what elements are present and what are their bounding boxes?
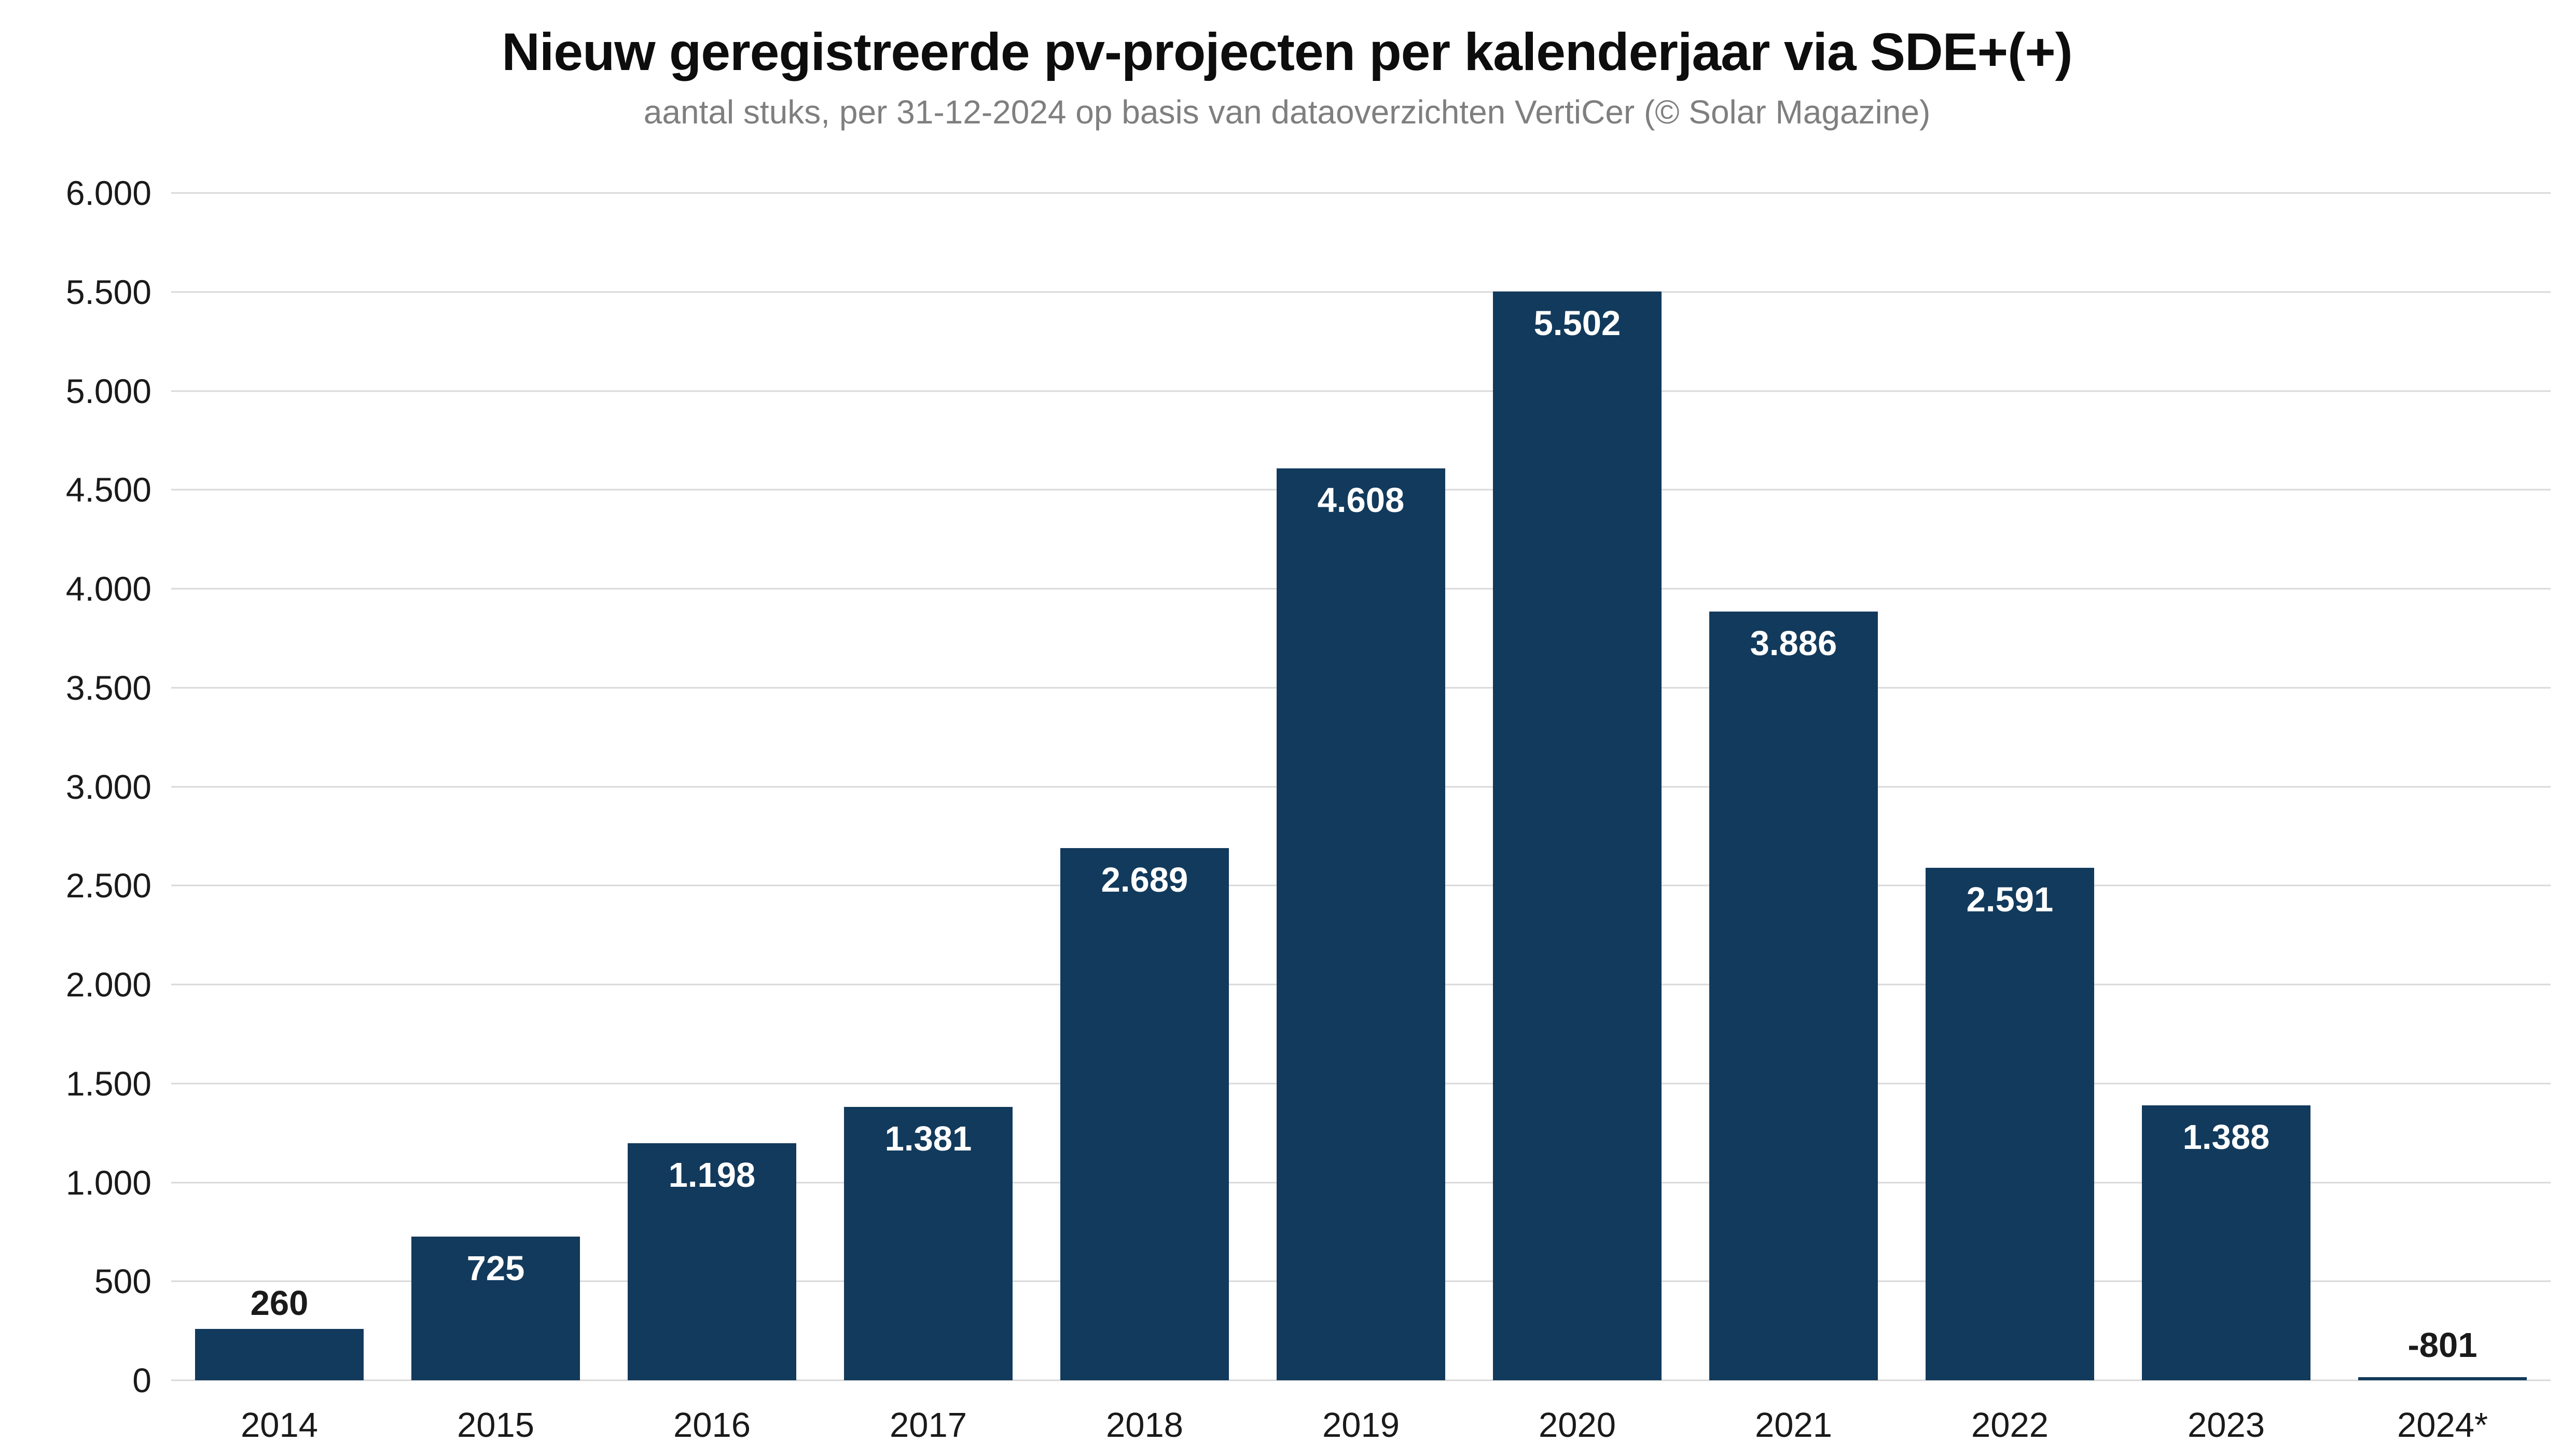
bar (195, 1328, 364, 1380)
bar-group: 260 2014 (171, 193, 388, 1445)
bar-value-label: -801 (2407, 1326, 2478, 1365)
bar-value-label: 2.689 (1101, 861, 1188, 900)
y-axis-tick-label: 1.000 (65, 1163, 151, 1202)
x-axis-tick-label: 2018 (1105, 1406, 1184, 1445)
gridline (171, 291, 2551, 293)
bar (411, 1237, 580, 1380)
y-axis-tick-label: 3.500 (65, 668, 151, 707)
x-axis-tick-label: 2024* (2397, 1406, 2488, 1445)
bar-group: 1.381 2017 (820, 193, 1036, 1445)
x-axis-tick-label: 2017 (889, 1406, 967, 1445)
bar-group: 1.388 2023 (2118, 193, 2334, 1445)
gridline (171, 1379, 2551, 1381)
y-axis-tick-label: 0 (132, 1361, 151, 1399)
y-axis-tick-label: 500 (94, 1262, 151, 1301)
y-axis-tick-label: 6.000 (65, 174, 151, 212)
bar (1709, 611, 1878, 1380)
bar-group: 5.502 2020 (1469, 193, 1685, 1445)
bar (1925, 867, 2095, 1380)
x-axis-tick-label: 2022 (1971, 1406, 2049, 1445)
y-axis-tick-label: 1.500 (65, 1064, 151, 1103)
gridline (171, 390, 2551, 392)
gridline (171, 192, 2551, 194)
bar-value-label: 2.591 (1966, 880, 2054, 919)
bar-value-label: 1.388 (2182, 1118, 2270, 1157)
bar-value-label: 260 (250, 1283, 309, 1323)
x-axis-tick-label: 2014 (240, 1406, 319, 1445)
chart-title: Nieuw geregistreerde pv-projecten per ka… (502, 22, 2073, 81)
bar (627, 1143, 797, 1380)
bar-group: 2.689 2018 (1036, 193, 1253, 1445)
x-axis-tick-label: 2016 (673, 1406, 751, 1445)
bar (1492, 292, 1662, 1380)
y-axis-tick-label: 5.000 (65, 371, 151, 410)
bar-group: 2.591 2022 (1902, 193, 2118, 1445)
bar-value-label: 1.198 (668, 1155, 756, 1195)
x-axis-tick-label: 2020 (1538, 1406, 1616, 1445)
bar (843, 1107, 1013, 1380)
y-axis-tick-label: 4.000 (65, 570, 151, 608)
chart-subtitle: aantal stuks, per 31-12-2024 op basis va… (643, 93, 1931, 131)
bar (1060, 848, 1229, 1380)
x-axis-tick-label: 2019 (1322, 1406, 1400, 1445)
bar-value-label: 5.502 (1533, 304, 1621, 343)
bar-group: 4.608 2019 (1253, 193, 1469, 1445)
bars-row: 260 2014 725 2015 1.198 2016 1.381 2017 2.689 201… (171, 193, 2551, 1445)
bar (2358, 1377, 2527, 1380)
x-axis-tick-label: 2021 (1754, 1406, 1833, 1445)
bar-group: 3.886 2021 (1685, 193, 1902, 1445)
bar-value-label: 1.381 (884, 1119, 972, 1159)
x-axis-tick-label: 2015 (456, 1406, 535, 1445)
bar-chart: 0 500 1.000 1.500 2.000 2.500 3.000 3.500 4.000 4… (0, 156, 2574, 1456)
bar-group: 725 2015 (388, 193, 604, 1445)
plot-area: 0 500 1.000 1.500 2.000 2.500 3.000 3.500 4.000 4… (66, 174, 2551, 1445)
y-axis-tick-label: 2.500 (65, 866, 151, 905)
y-axis-tick-label: 2.000 (65, 965, 151, 1004)
bar (2141, 1105, 2311, 1380)
y-axis-tick-label: 4.500 (65, 470, 151, 509)
bar-value-label: 3.886 (1750, 623, 1837, 663)
bar-group: 1.198 2016 (604, 193, 820, 1445)
bar-value-label: 4.608 (1317, 481, 1405, 520)
y-axis-tick-label: 3.000 (65, 767, 151, 806)
bar-group: -801 2024* (2334, 193, 2551, 1445)
bar (1276, 468, 1446, 1380)
x-axis-tick-label: 2023 (2187, 1406, 2265, 1445)
bar-value-label: 725 (466, 1249, 525, 1288)
y-axis-tick-label: 5.500 (65, 272, 151, 311)
